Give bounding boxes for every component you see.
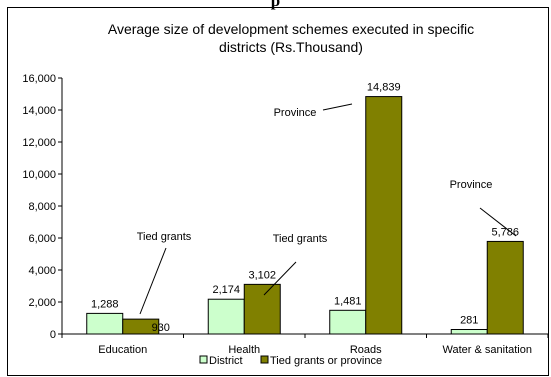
annotation-leader-line (322, 103, 353, 111)
annotation-leader-line (139, 247, 167, 315)
y-tick-label: 4,000 (28, 265, 56, 277)
bar (207, 298, 245, 335)
data-label: 1,288 (91, 298, 119, 310)
bar (86, 312, 124, 335)
x-tick-label: Roads (350, 344, 382, 356)
bar (486, 240, 524, 335)
data-label: 281 (460, 315, 478, 327)
data-label: 930 (152, 322, 170, 334)
data-label: 3,102 (248, 269, 276, 281)
annotation-label: Province (450, 179, 493, 191)
x-tick-label: Health (228, 344, 260, 356)
chart-border (7, 7, 549, 376)
chart-title-line-1: Average size of development schemes exec… (108, 21, 474, 37)
x-tick-label: Education (98, 344, 147, 356)
x-axis: Education Health Roads Water & sanitation (61, 333, 549, 356)
legend-swatch (260, 355, 269, 364)
bar (329, 309, 367, 335)
y-tick-label: 16,000 (22, 73, 56, 85)
y-tick-label: 2,000 (28, 297, 56, 309)
legend-swatch (199, 355, 208, 364)
data-label: 14,839 (367, 82, 401, 94)
annotation-label: Tied grants (137, 231, 192, 243)
y-tick-label: 12,000 (22, 137, 56, 149)
y-tick-label: 10,000 (22, 169, 56, 181)
legend-label: Tied grants or province (270, 355, 382, 367)
chart-title-line-2: districts (Rs.Thousand) (219, 39, 363, 55)
data-label: 2,174 (212, 284, 240, 296)
y-tick-label: 8,000 (28, 201, 56, 213)
annotation-leader-line (479, 207, 517, 237)
y-tick-label: 6,000 (28, 233, 56, 245)
bar (450, 329, 488, 335)
y-tick-label: 14,000 (22, 105, 56, 117)
y-axis: 0 2,000 4,000 6,000 8,000 10,000 12,000 14,000 1… (22, 73, 63, 341)
data-label: 1,481 (334, 295, 362, 307)
legend: District Tied grants or province (199, 355, 382, 367)
legend-label: District (209, 355, 243, 367)
page-heading-fragment: p (270, 0, 281, 10)
annotation-leader-line (263, 261, 297, 296)
data-label: 5,786 (491, 226, 519, 238)
bar (122, 318, 160, 335)
y-tick-label: 0 (50, 329, 56, 341)
annotation-label: Province (274, 107, 317, 119)
bar (365, 96, 403, 335)
bar (243, 283, 281, 335)
x-tick-label: Water & sanitation (443, 344, 532, 356)
annotations: Tied grants Tied grants Province Province (137, 103, 517, 315)
annotation-label: Tied grants (273, 233, 328, 245)
data-labels: 1,288 2,174 1,481 281 930 3,102 14,839 5,786 (91, 82, 519, 335)
bars (86, 96, 524, 335)
